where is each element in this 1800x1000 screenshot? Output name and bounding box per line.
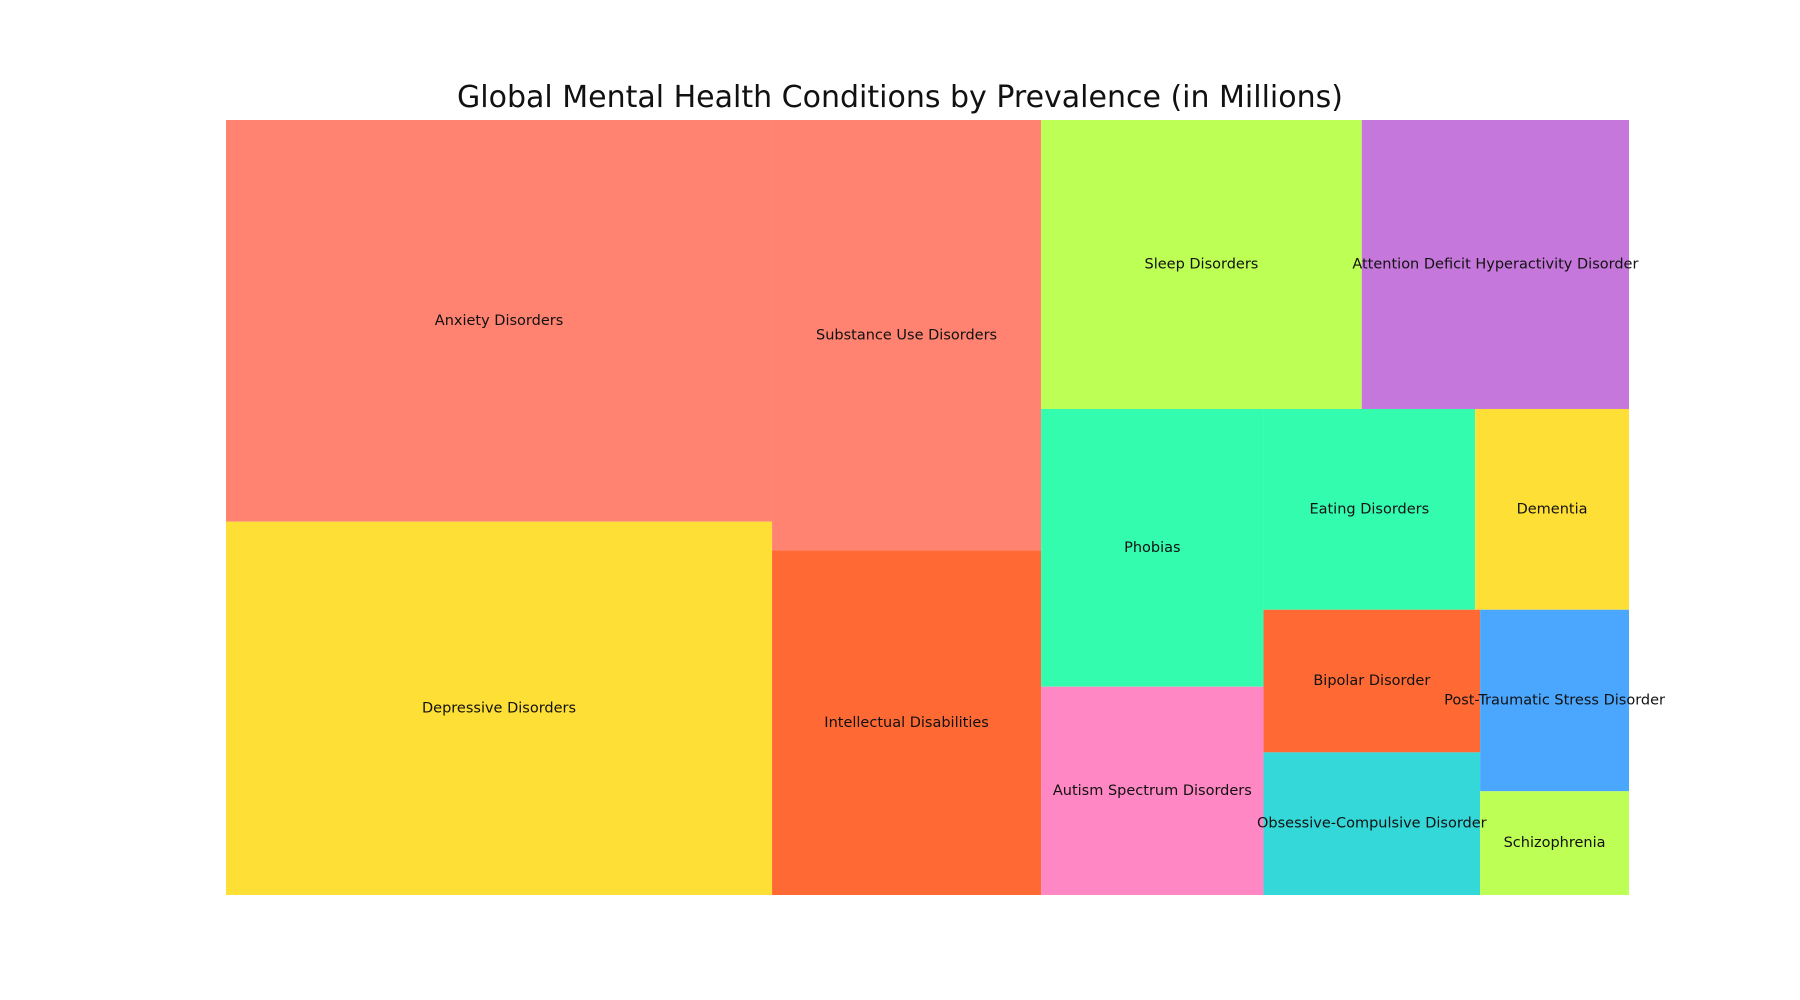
tile-anxiety-disorders [226,120,773,522]
tile-autism-spectrum-disorders [1041,686,1264,895]
tile-phobias [1041,408,1264,687]
tile-label-anxiety-disorders: Anxiety Disorders [435,313,563,329]
tile-label-sleep-disorders: Sleep Disorders [1145,256,1259,272]
tile-attention-deficit-hyperactivity-disorder [1361,120,1629,409]
tile-label-bipolar-disorder: Bipolar Disorder [1313,673,1430,689]
tile-label-dementia: Dementia [1517,501,1588,517]
tile-intellectual-disabilities [772,550,1042,895]
chart-title: Global Mental Health Conditions by Preva… [457,80,1343,115]
tile-label-obsessive-compulsive-disorder: Obsessive-Compulsive Disorder [1257,816,1487,832]
tile-label-attention-deficit-hyperactivity-disorder: Attention Deficit Hyperactivity Disorder [1352,256,1638,272]
tile-label-eating-disorders: Eating Disorders [1309,501,1429,517]
tile-label-post-traumatic-stress-disorder: Post-Traumatic Stress Disorder [1444,692,1665,708]
tile-sleep-disorders [1041,120,1362,409]
tile-depressive-disorders [226,521,773,895]
treemap-labels: Anxiety Disorders Depressive Disorders Sub… [422,256,1665,851]
tile-schizophrenia [1480,791,1629,895]
tile-label-autism-spectrum-disorders: Autism Spectrum Disorders [1053,783,1252,799]
tile-label-phobias: Phobias [1124,540,1180,556]
tile-obsessive-compulsive-disorder [1263,752,1481,895]
tile-label-substance-use-disorders: Substance Use Disorders [816,327,997,343]
tile-label-intellectual-disabilities: Intellectual Disabilities [824,715,989,731]
tile-eating-disorders [1263,408,1476,610]
tile-label-schizophrenia: Schizophrenia [1504,835,1606,851]
tile-post-traumatic-stress-disorder [1480,609,1629,792]
tile-dementia [1475,408,1629,610]
tile-substance-use-disorders [772,120,1042,551]
treemap-tiles [226,120,1629,895]
tile-label-depressive-disorders: Depressive Disorders [422,700,576,716]
tile-bipolar-disorder [1263,609,1481,753]
